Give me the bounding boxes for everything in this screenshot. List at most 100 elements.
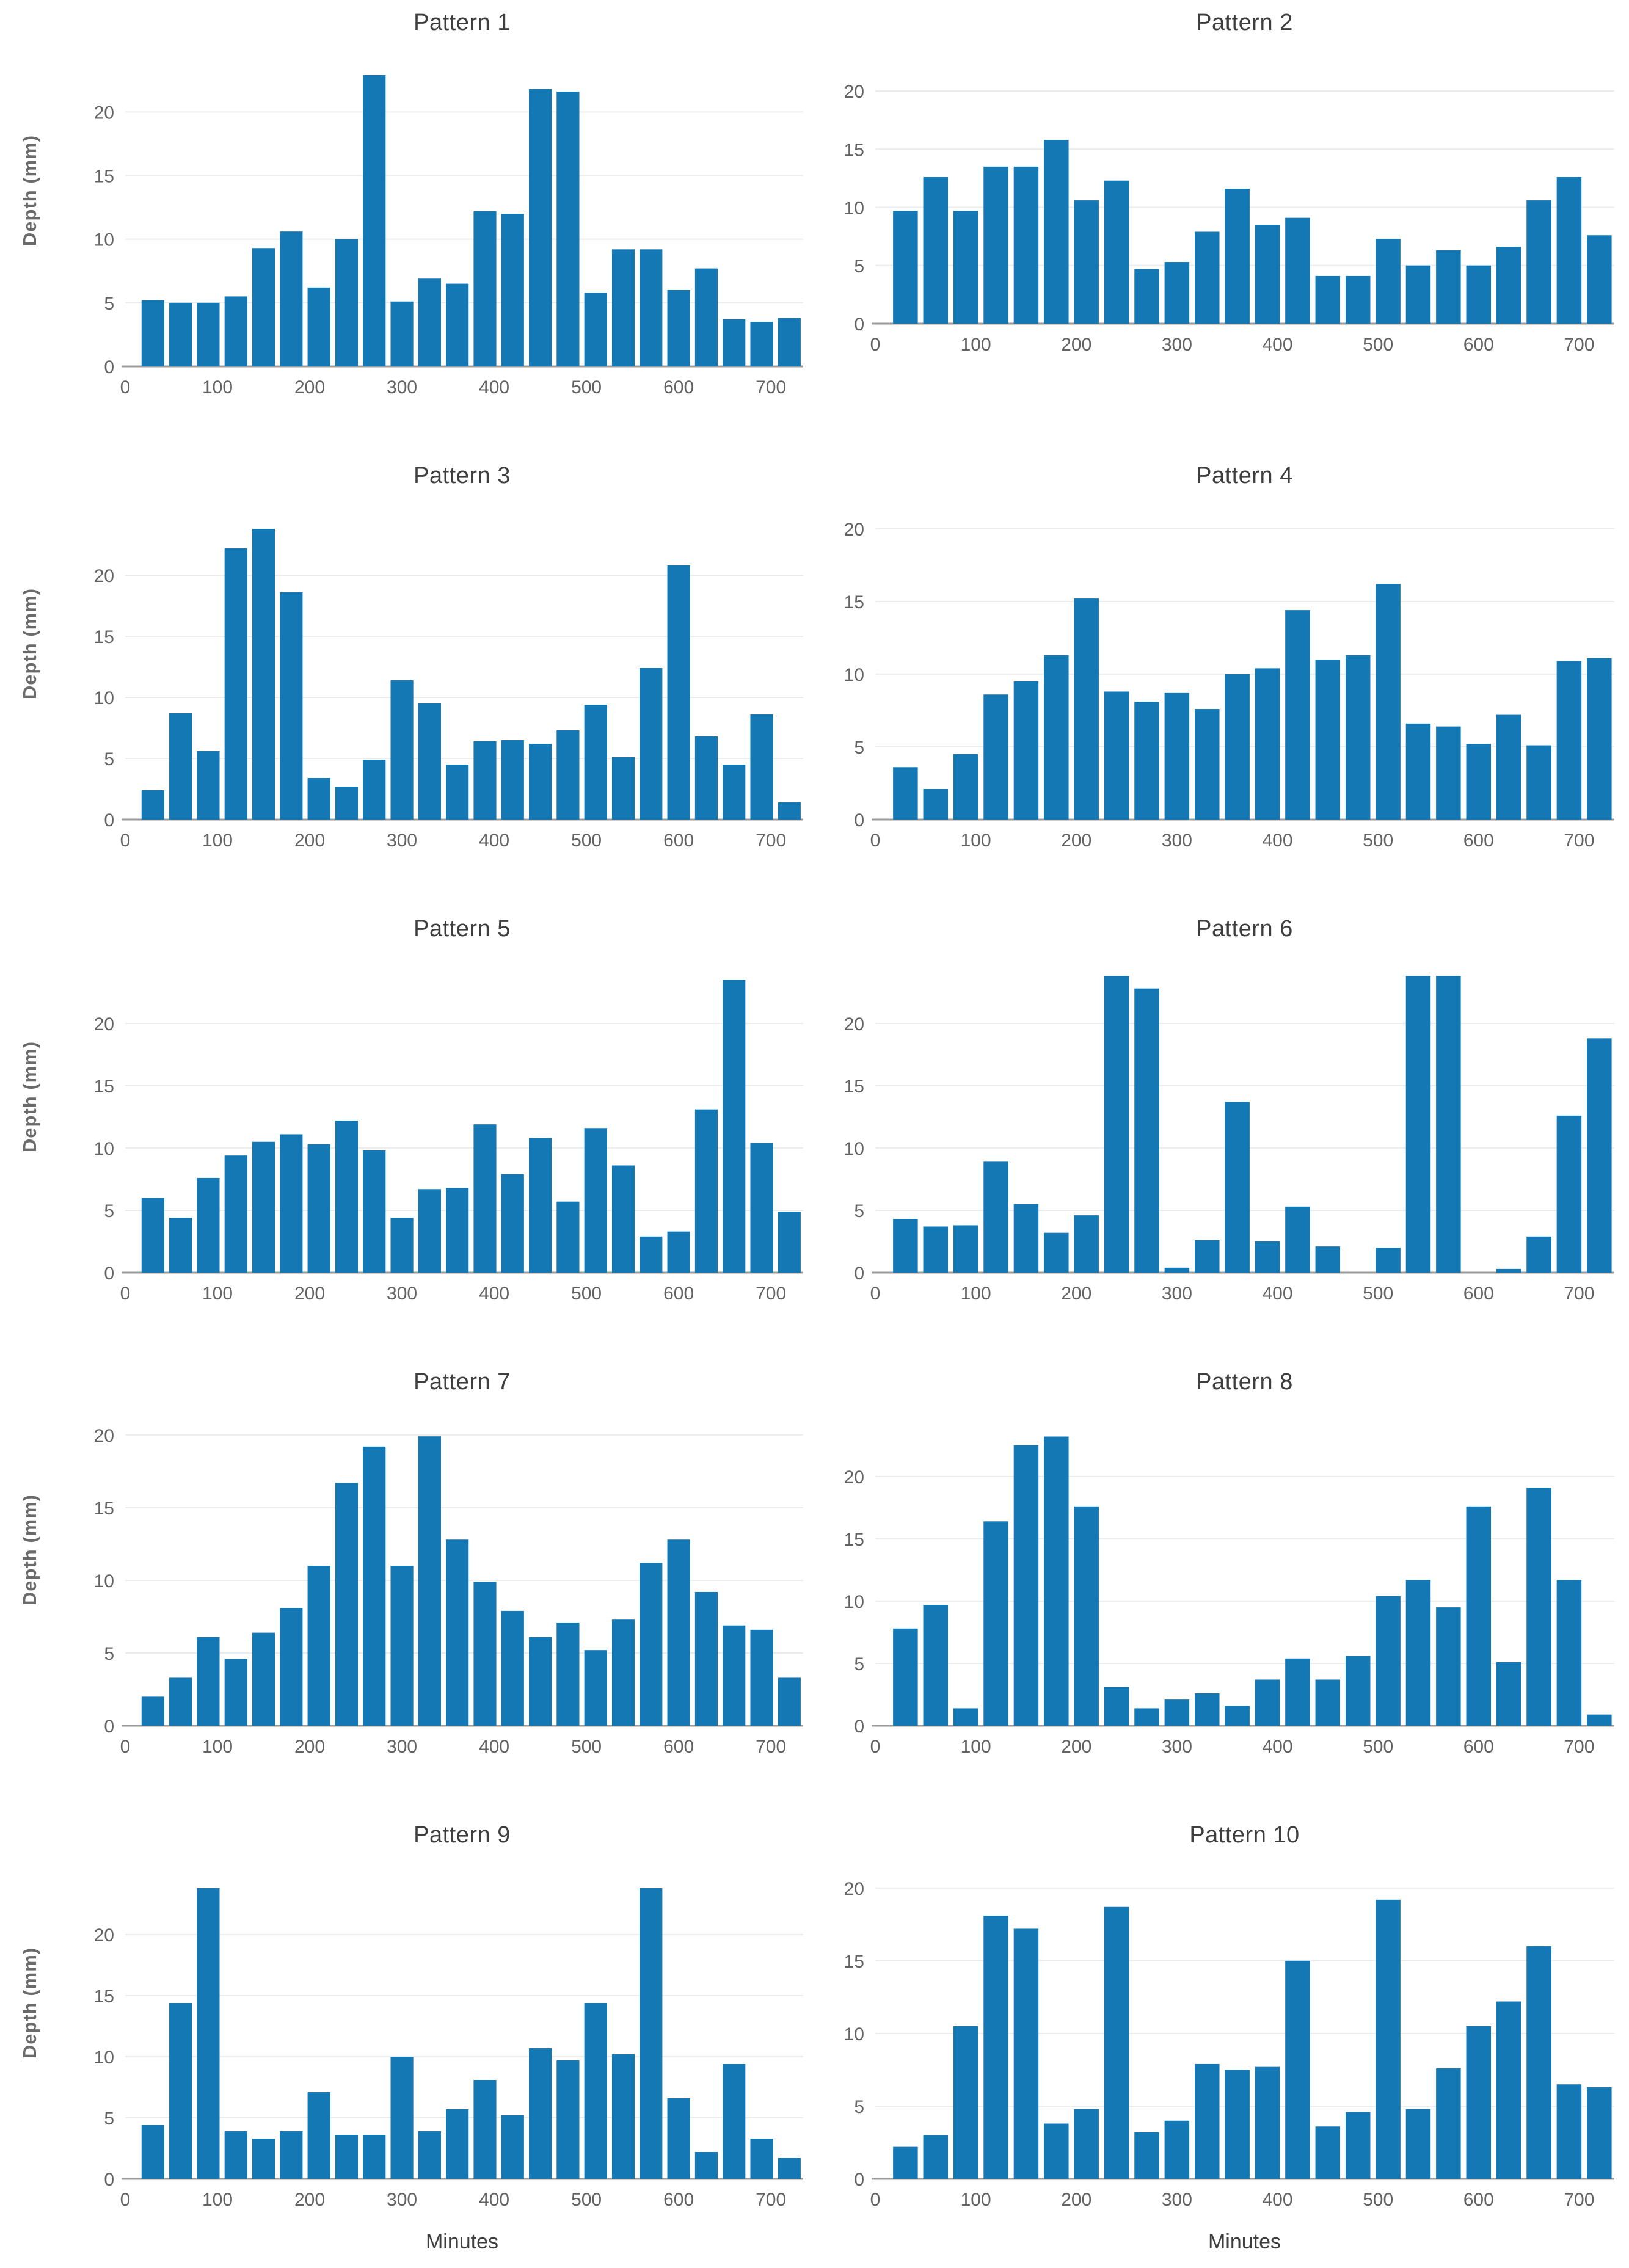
y-tick-label: 10: [844, 198, 864, 219]
x-tick-label: 300: [1162, 335, 1192, 355]
bar: [556, 92, 580, 366]
x-tick-label: 100: [961, 2190, 991, 2210]
bar: [252, 248, 275, 366]
x-tick-label: 500: [1363, 1284, 1393, 1304]
bar: [529, 744, 552, 820]
bar: [252, 1141, 275, 1273]
bar: [390, 301, 414, 366]
chart-title: Pattern 5: [414, 916, 511, 942]
x-tick-label: 700: [1564, 1737, 1594, 1757]
x-tick-label: 200: [294, 1737, 325, 1757]
bar: [1255, 1241, 1280, 1273]
bar: [1556, 2084, 1582, 2179]
bar: [169, 302, 192, 366]
bar: [141, 1696, 164, 1726]
bar: [750, 322, 773, 366]
y-tick-label: 20: [94, 1426, 114, 1446]
bar: [1164, 692, 1190, 820]
bar: [1104, 180, 1129, 324]
x-tick-label: 500: [1363, 831, 1393, 851]
y-tick-label: 0: [104, 357, 114, 377]
bar: [953, 754, 978, 820]
bar: [1345, 2112, 1371, 2179]
y-tick-label: 5: [104, 1644, 114, 1664]
y-tick-label: 5: [104, 2109, 114, 2129]
bar: [1044, 655, 1069, 820]
bar: [1285, 1960, 1310, 2179]
y-tick-label: 0: [854, 2170, 864, 2190]
bar: [1345, 1656, 1371, 1726]
x-tick-label: 0: [870, 831, 881, 851]
chart-title: Pattern 9: [414, 1822, 511, 1848]
bar: [778, 802, 801, 820]
bar: [667, 1539, 690, 1726]
bar: [446, 1539, 469, 1726]
x-tick-label: 0: [120, 831, 131, 851]
y-tick-label: 15: [844, 1530, 864, 1550]
bar: [1345, 275, 1371, 324]
y-tick-label: 15: [94, 167, 114, 187]
bar: [1044, 1232, 1069, 1273]
y-tick-label: 20: [844, 520, 864, 540]
y-tick-label: 10: [844, 1592, 864, 1612]
bar: [1556, 177, 1582, 324]
y-tick-label: 5: [104, 294, 114, 314]
y-tick-label: 0: [104, 2170, 114, 2190]
bar: [1074, 1215, 1099, 1273]
bar: [1195, 1693, 1220, 1726]
bar: [363, 1446, 386, 1726]
bar: [983, 1916, 1008, 2179]
y-tick-label: 5: [854, 1201, 864, 1221]
x-tick-label: 600: [663, 831, 694, 851]
bar: [983, 694, 1008, 820]
bar: [983, 1161, 1008, 1273]
bar: [363, 2135, 386, 2179]
bar: [363, 760, 386, 820]
bar: [141, 790, 164, 820]
x-tick-label: 300: [1162, 1737, 1192, 1757]
bar: [1405, 2109, 1431, 2179]
x-tick-label: 200: [294, 831, 325, 851]
bar: [169, 1218, 192, 1273]
bar: [611, 2054, 635, 2179]
y-tick-label: 15: [94, 627, 114, 647]
x-tick-label: 0: [870, 1284, 881, 1304]
x-axis-title: Minutes: [425, 2230, 499, 2253]
pattern-1-chart: Pattern 1 Depth (mm) 0 5 10 15 20 0 100 200 300 4…: [0, 0, 814, 453]
x-tick-label: 600: [663, 1284, 694, 1304]
y-axis-title: Depth (mm): [19, 134, 40, 247]
x-axis-title: Minutes: [1208, 2230, 1281, 2253]
bar: [252, 529, 275, 820]
bar: [363, 75, 386, 366]
bar: [473, 1582, 497, 1726]
x-tick-label: 500: [571, 1284, 602, 1304]
x-tick-label: 200: [1061, 831, 1091, 851]
x-tick-label: 400: [1262, 335, 1292, 355]
x-tick-label: 400: [479, 831, 509, 851]
bar: [418, 278, 441, 366]
bar: [1556, 1115, 1582, 1273]
x-tick-label: 400: [479, 1284, 509, 1304]
x-tick-label: 200: [294, 2190, 325, 2210]
bar: [280, 2131, 303, 2179]
bar: [1195, 231, 1220, 324]
bar: [197, 751, 220, 820]
y-tick-label: 15: [94, 1077, 114, 1097]
y-tick-label: 5: [854, 256, 864, 277]
x-tick-label: 0: [870, 1737, 881, 1757]
bar: [778, 1212, 801, 1273]
x-tick-label: 600: [1463, 335, 1494, 355]
bar: [418, 703, 441, 820]
pattern-8-chart: Pattern 8 0 5 10 15 20 0 100 200 300 400 500 600 700: [814, 1359, 1629, 1812]
bar: [1195, 2063, 1220, 2179]
bar: [1526, 1946, 1551, 2179]
bar: [501, 1610, 524, 1726]
bar: [667, 2098, 690, 2179]
bar: [1195, 709, 1220, 820]
bar: [473, 1124, 497, 1273]
bar: [473, 741, 497, 820]
x-tick-label: 400: [479, 1737, 509, 1757]
